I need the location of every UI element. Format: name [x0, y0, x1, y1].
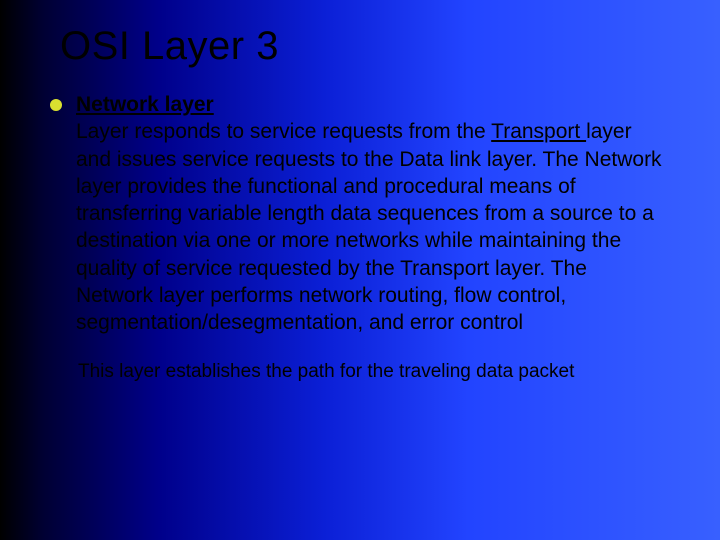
- body-text: Network layer Layer responds to service …: [76, 91, 666, 337]
- body-pre: Layer responds to service requests from …: [76, 120, 491, 143]
- bullet-icon: [50, 99, 62, 111]
- slide: OSI Layer 3 Network layer Layer responds…: [0, 0, 720, 540]
- body-post: layer and issues service requests to the…: [76, 120, 662, 334]
- footer-text: This layer establishes the path for the …: [78, 361, 670, 383]
- bullet-item: Network layer Layer responds to service …: [50, 91, 670, 337]
- slide-title: OSI Layer 3: [60, 24, 670, 69]
- network-layer-heading: Network layer: [76, 93, 214, 116]
- transport-link: Transport: [491, 120, 586, 143]
